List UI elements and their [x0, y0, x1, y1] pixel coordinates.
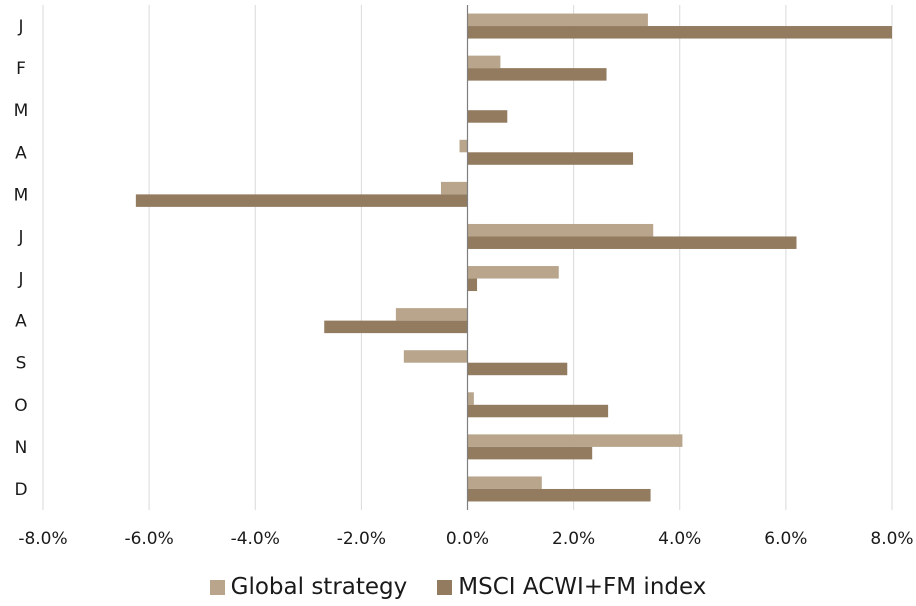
category-label: A — [15, 143, 27, 163]
bar-msci-index — [467, 488, 651, 502]
category-label: J — [17, 270, 23, 290]
bar-global-strategy — [440, 181, 468, 195]
bars — [135, 13, 892, 502]
bar-global-strategy — [467, 55, 501, 69]
legend-label-global-strategy: Global strategy — [230, 574, 408, 600]
bar-global-strategy — [467, 476, 542, 489]
x-tick-label: 2.0% — [552, 529, 595, 549]
bar-global-strategy — [467, 266, 559, 279]
category-label: J — [17, 227, 23, 247]
bar-msci-index — [467, 110, 508, 123]
bar-msci-index — [467, 236, 797, 249]
legend-swatch-msci-index — [437, 579, 453, 595]
category-label: M — [14, 185, 29, 205]
legend-swatch-global-strategy — [209, 579, 225, 595]
x-tick-label: 4.0% — [658, 529, 701, 549]
bar-chart: J F M A M J J A S O N D -8.0% -6.0% -4.0% -2.0% 0.0% 2.0… — [14, 5, 914, 549]
x-tick-label: -2.0% — [337, 529, 386, 549]
bar-msci-index — [467, 152, 634, 165]
x-tick-label: -4.0% — [231, 529, 280, 549]
legend-item-msci-index: MSCI ACWI+FM index — [437, 574, 706, 600]
bar-msci-index — [135, 194, 468, 207]
category-labels: J F M A M J J A S O N D — [14, 17, 29, 500]
legend-label-msci-index: MSCI ACWI+FM index — [458, 574, 707, 600]
bar-msci-index — [467, 26, 892, 39]
bar-msci-index — [467, 68, 607, 81]
x-tick-labels: -8.0% -6.0% -4.0% -2.0% 0.0% 2.0% 4.0% 6.0% 8.0% — [18, 529, 913, 549]
x-tick-label: 8.0% — [870, 529, 913, 549]
bar-msci-index — [467, 404, 609, 418]
legend: Global strategy MSCI ACWI+FM index — [0, 570, 916, 604]
bar-global-strategy — [467, 434, 683, 447]
x-tick-label: 6.0% — [764, 529, 807, 549]
bar-global-strategy — [467, 13, 648, 27]
category-label: O — [14, 396, 27, 416]
category-label: A — [15, 312, 27, 332]
category-label: S — [16, 354, 27, 374]
category-label: D — [14, 480, 27, 500]
bar-msci-index — [467, 446, 593, 460]
bar-global-strategy — [459, 139, 468, 153]
bar-global-strategy — [403, 350, 468, 363]
x-tick-label: -8.0% — [18, 529, 67, 549]
bar-msci-index — [324, 320, 468, 334]
bar-global-strategy — [395, 308, 468, 321]
category-label: M — [14, 101, 29, 121]
bar-global-strategy — [467, 392, 474, 405]
category-label: J — [17, 17, 23, 37]
bar-msci-index — [467, 278, 478, 292]
category-label: N — [15, 438, 28, 458]
category-label: F — [16, 59, 26, 79]
gridlines — [42, 5, 893, 510]
bar-msci-index — [467, 362, 568, 376]
x-tick-label: 0.0% — [446, 529, 489, 549]
bar-global-strategy — [467, 223, 654, 237]
legend-item-global-strategy: Global strategy — [209, 574, 408, 600]
x-tick-label: -6.0% — [124, 529, 173, 549]
